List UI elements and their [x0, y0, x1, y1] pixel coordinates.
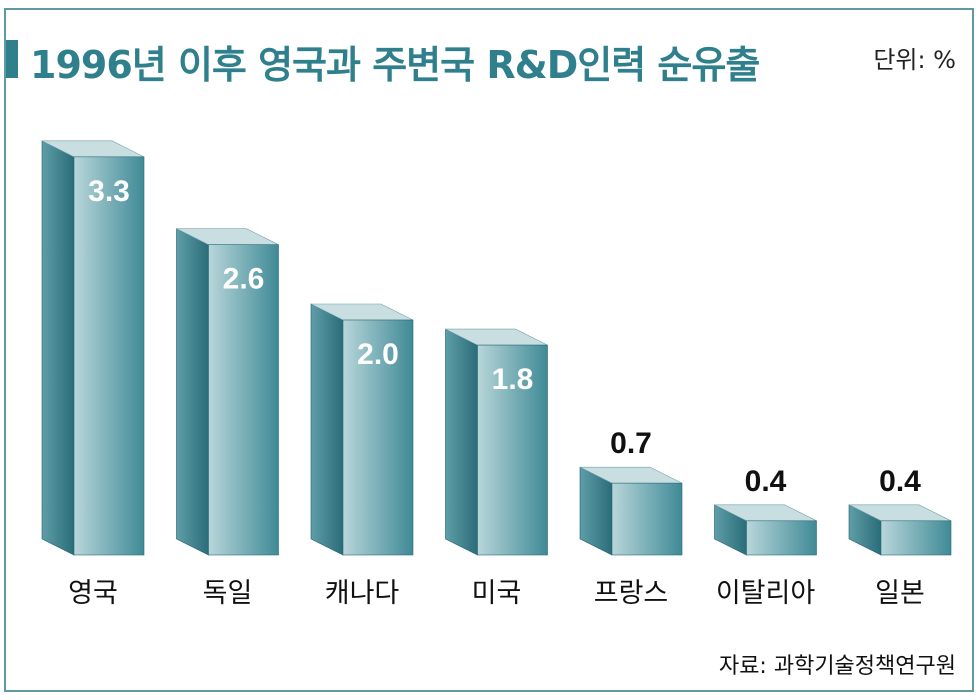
category-label-3: 미국 — [472, 578, 522, 609]
value-label-6: 0.4 — [879, 465, 921, 498]
value-label-3: 1.8 — [492, 363, 534, 396]
bar-side-2 — [310, 303, 344, 556]
bar-side-0 — [41, 140, 75, 556]
bar-3 — [477, 344, 548, 556]
bar-0 — [73, 156, 145, 556]
category-label-1: 독일 — [203, 578, 253, 609]
bar-5 — [746, 520, 817, 556]
unit-label: 단위: % — [873, 46, 956, 74]
bar-side-3 — [445, 328, 478, 556]
category-label-0: 영국 — [68, 578, 118, 609]
bar-side-1 — [176, 228, 209, 556]
bar-2 — [342, 319, 414, 556]
title-accent-bar — [6, 40, 18, 78]
category-label-5: 이탈리아 — [716, 578, 816, 609]
source-label: 자료: 과학기술정책연구원 — [718, 654, 956, 679]
chart-frame: 1996년 이후 영국과 주변국 R&D인력 순유출 단위: % 자료: 과학기… — [4, 8, 974, 692]
chart-title: 1996년 이후 영국과 주변국 R&D인력 순유출 — [30, 43, 760, 87]
value-label-5: 0.4 — [745, 465, 787, 498]
value-label-4: 0.7 — [610, 427, 652, 460]
value-label-0: 3.3 — [88, 175, 130, 208]
value-label-2: 2.0 — [357, 338, 399, 371]
category-label-2: 캐나다 — [325, 578, 400, 609]
bar-1 — [208, 244, 279, 556]
category-label-6: 일본 — [875, 578, 925, 609]
bar-6 — [880, 520, 952, 556]
category-label-4: 프랑스 — [594, 578, 669, 609]
value-label-1: 2.6 — [223, 263, 265, 296]
bar-4 — [611, 482, 683, 556]
bars-group: 3.3 영국 2.6 독일 2.0 캐나다 1.8 미국 0.7 프랑스 0.4 이탈리아 0.4 일본 — [41, 140, 952, 609]
